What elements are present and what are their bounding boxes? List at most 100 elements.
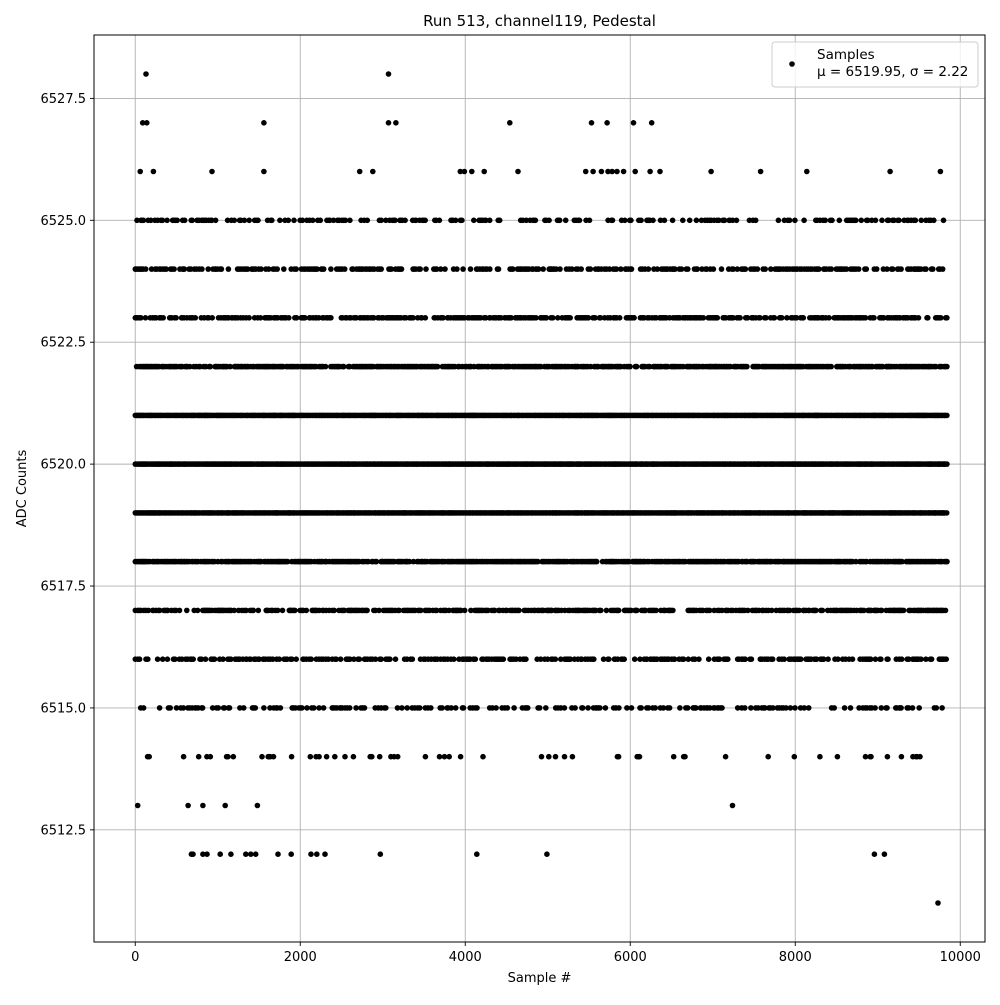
data-point	[513, 656, 519, 662]
data-point	[793, 315, 800, 321]
data-point	[770, 705, 776, 711]
data-point	[771, 315, 778, 321]
x-tick-label: 10000	[940, 950, 981, 965]
legend-stats-text: μ = 6519.95, σ = 2.22	[817, 64, 968, 80]
data-point	[350, 753, 357, 760]
data-point	[719, 705, 725, 711]
data-point	[159, 656, 166, 662]
data-point	[829, 217, 835, 224]
data-point	[172, 656, 178, 662]
data-point	[154, 656, 161, 662]
data-point	[176, 607, 183, 614]
data-point	[491, 607, 498, 614]
data-point	[288, 851, 295, 857]
data-point	[792, 705, 798, 711]
data-point	[299, 705, 305, 711]
data-point	[762, 266, 768, 272]
data-point	[307, 753, 314, 760]
data-point	[373, 558, 380, 565]
data-point	[322, 851, 328, 857]
data-point	[905, 705, 912, 711]
data-point	[923, 656, 929, 662]
data-point	[540, 266, 546, 272]
data-point	[786, 607, 793, 614]
data-point	[434, 363, 441, 370]
data-point	[744, 363, 750, 370]
data-point	[912, 217, 919, 224]
data-point	[378, 656, 384, 662]
data-point	[468, 607, 474, 614]
data-point	[871, 851, 878, 857]
data-point	[630, 120, 637, 126]
data-point	[299, 217, 306, 224]
data-point	[254, 802, 261, 809]
data-point	[469, 168, 475, 175]
data-point	[582, 168, 589, 175]
data-point	[320, 705, 327, 711]
data-point	[370, 168, 376, 175]
data-point	[422, 753, 429, 760]
data-point	[192, 315, 199, 321]
y-tick-label: 6522.5	[41, 336, 87, 351]
data-point	[139, 120, 146, 126]
data-point	[721, 217, 728, 224]
data-point	[394, 753, 401, 760]
data-point	[510, 266, 516, 272]
data-point	[684, 705, 691, 711]
data-point	[200, 851, 206, 857]
data-point	[779, 315, 785, 321]
y-tick-label: 6527.5	[41, 92, 87, 107]
data-point	[677, 705, 683, 711]
data-point	[433, 607, 440, 614]
data-point	[504, 705, 511, 711]
data-point	[647, 168, 653, 175]
data-point	[561, 705, 568, 711]
data-point	[898, 705, 904, 711]
data-point	[791, 753, 798, 760]
data-point	[198, 656, 205, 662]
data-point	[670, 753, 677, 760]
data-point	[140, 705, 147, 711]
data-point	[748, 656, 755, 662]
data-point	[569, 266, 575, 272]
data-point	[337, 656, 344, 662]
data-point	[638, 705, 644, 711]
data-point	[544, 851, 550, 857]
data-point	[471, 217, 477, 224]
data-point	[669, 217, 676, 224]
data-point	[606, 266, 613, 272]
data-point	[572, 705, 578, 711]
data-point	[654, 266, 661, 272]
data-point	[317, 217, 324, 224]
data-point	[457, 753, 464, 760]
data-point	[603, 607, 610, 614]
data-point	[933, 705, 940, 711]
data-point	[826, 315, 832, 321]
data-points	[132, 71, 950, 906]
data-point	[244, 266, 251, 272]
data-point	[190, 656, 196, 662]
data-point	[836, 217, 843, 224]
data-point	[533, 315, 539, 321]
y-tick-label: 6517.5	[41, 580, 87, 595]
data-point	[293, 315, 300, 321]
data-point	[862, 753, 869, 760]
data-point	[786, 217, 793, 224]
data-point	[331, 607, 338, 614]
data-point	[752, 217, 759, 224]
data-point	[461, 607, 468, 614]
data-point	[207, 753, 214, 760]
data-point	[199, 705, 206, 711]
data-point	[330, 217, 337, 224]
data-point	[546, 753, 552, 760]
data-point	[474, 851, 480, 857]
data-point	[784, 315, 790, 321]
data-point	[274, 607, 281, 614]
data-point	[729, 802, 736, 809]
data-point	[550, 315, 556, 321]
data-point	[394, 705, 401, 711]
data-point	[696, 656, 702, 662]
data-point	[578, 266, 584, 272]
data-point	[762, 705, 768, 711]
